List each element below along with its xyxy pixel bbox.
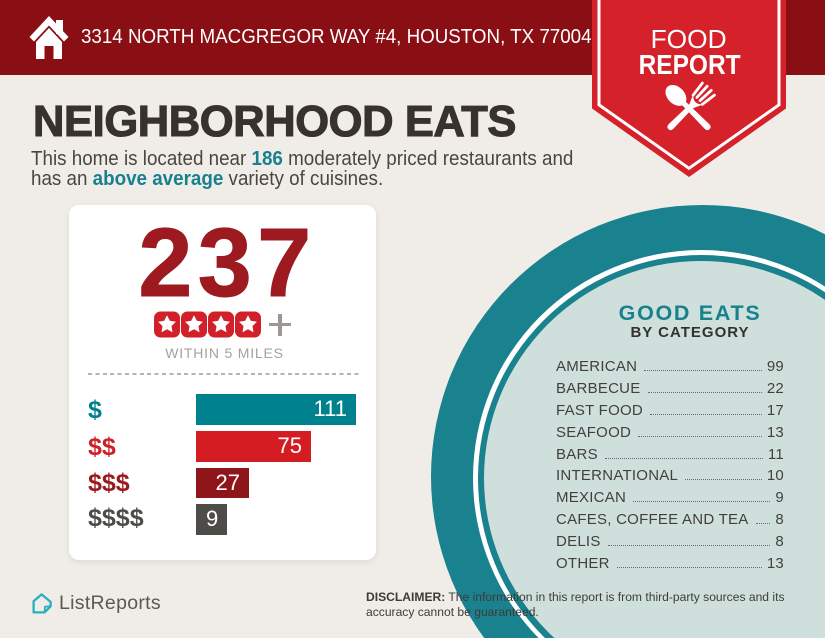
svg-text:REPORT: REPORT — [639, 49, 741, 80]
svg-text:FOOD: FOOD — [651, 24, 727, 54]
